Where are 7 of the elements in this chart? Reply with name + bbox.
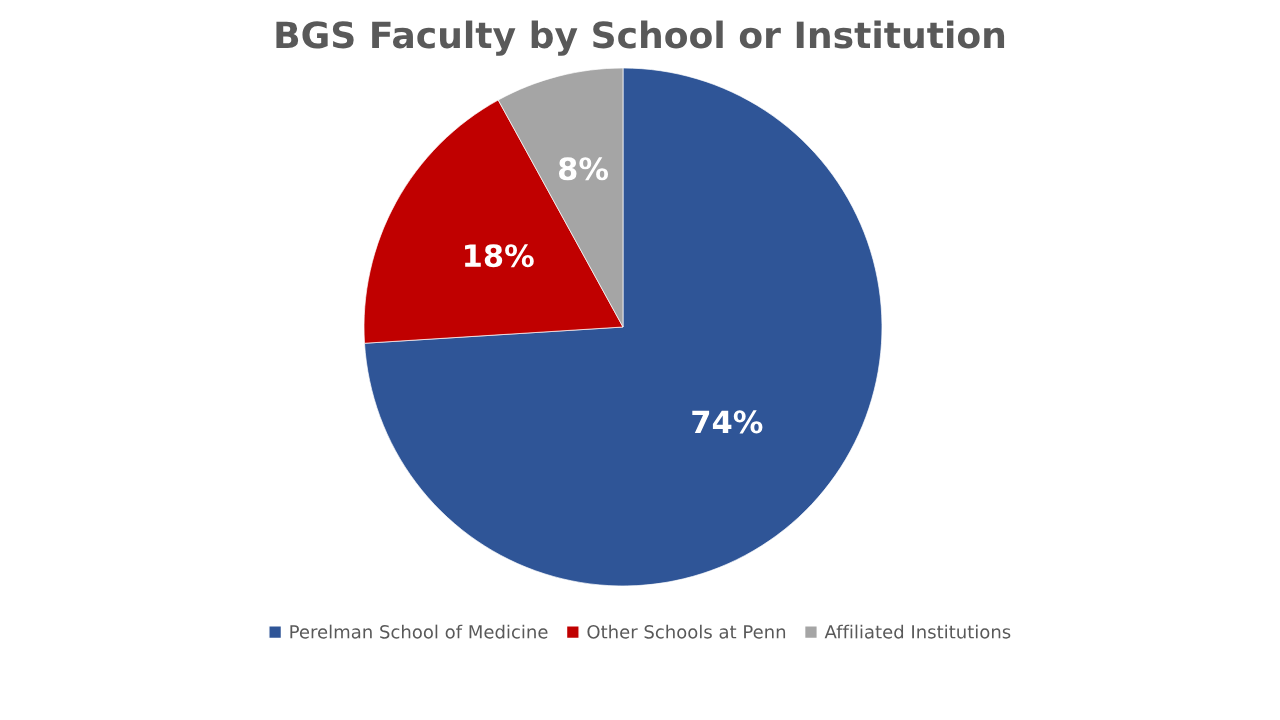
legend-label: Affiliated Institutions [824, 624, 1011, 639]
chart-title: BGS Faculty by School or Institution [276, 20, 1005, 56]
data-label: 8% [558, 157, 609, 181]
data-label: 74% [692, 410, 763, 434]
legend-label: Perelman School of Medicine [290, 624, 548, 639]
data-label: 18% [465, 244, 534, 268]
legend-label: Other Schools at Penn [587, 624, 786, 639]
